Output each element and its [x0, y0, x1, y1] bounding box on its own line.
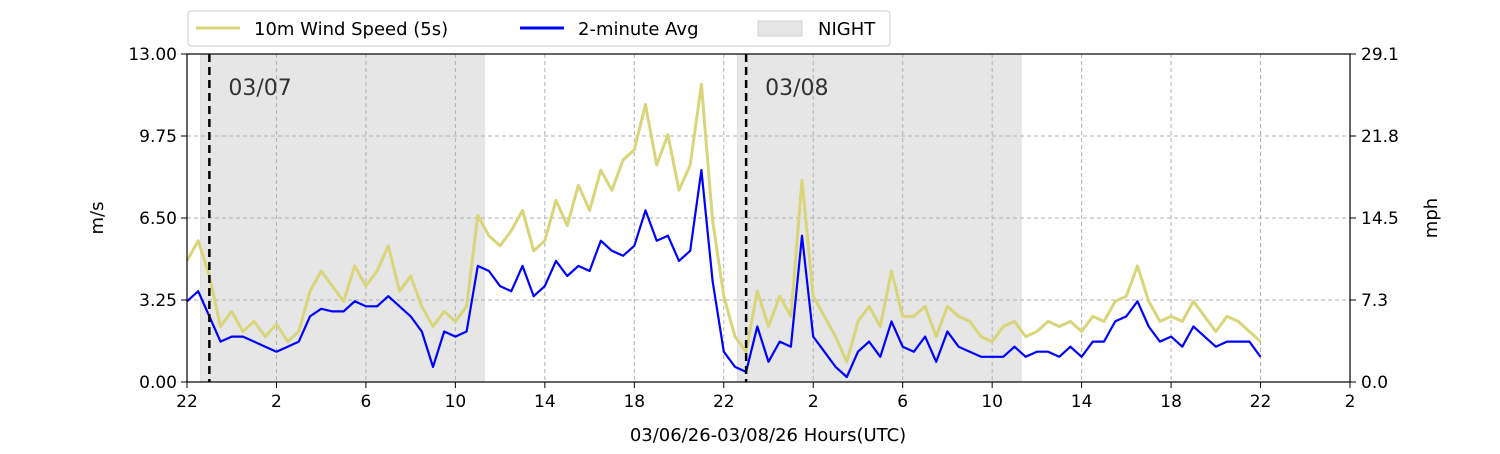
- series-layer: [185, 82, 1262, 379]
- series-line-wind-speed: [185, 82, 1262, 364]
- legend-night-label: NIGHT: [818, 19, 876, 40]
- y-axis-label-right: mph: [1421, 198, 1442, 238]
- series-line-2min-avg: [186, 169, 1262, 379]
- y-tick-label-left: 6.50: [139, 209, 177, 229]
- x-tick-label: 6: [361, 392, 372, 412]
- y-tick-label-left: 0.00: [139, 373, 177, 393]
- legend-wind-speed-label: 10m Wind Speed (5s): [254, 19, 448, 40]
- x-axis: 22 2 6 10 14 18 22 2 6 10 14 18 22 2: [176, 382, 1355, 412]
- x-tick-label: 2: [271, 392, 282, 412]
- x-tick-label: 2: [1345, 392, 1356, 412]
- x-tick-label: 22: [713, 392, 735, 412]
- x-tick-label: 6: [897, 392, 908, 412]
- y-tick-label-right: 21.8: [1361, 127, 1399, 147]
- y-tick-label-right: 0.0: [1361, 373, 1388, 393]
- y-tick-label-left: 9.75: [139, 127, 177, 147]
- y-tick-label-right: 14.5: [1361, 209, 1399, 229]
- day-label-1: 03/07: [228, 76, 291, 101]
- y-axis-right: 0.0 7.3 14.5 21.8 29.1: [1350, 45, 1399, 393]
- x-tick-label: 22: [176, 392, 198, 412]
- x-tick-label: 22: [1250, 392, 1272, 412]
- y-tick-label-left: 3.25: [139, 291, 177, 311]
- day-label-2: 03/08: [765, 76, 828, 101]
- y-axis-label-left: m/s: [87, 202, 108, 235]
- x-tick-label: 18: [1160, 392, 1182, 412]
- x-tick-label: 10: [981, 392, 1003, 412]
- y-tick-label-left: 13.00: [128, 45, 177, 65]
- x-tick-label: 14: [534, 392, 556, 412]
- day-marker-layer: 03/07 03/08: [208, 54, 829, 382]
- x-tick-label: 10: [445, 392, 467, 412]
- legend-avg-label: 2-minute Avg: [578, 19, 699, 40]
- x-tick-label: 2: [808, 392, 819, 412]
- y-tick-label-right: 7.3: [1361, 291, 1388, 311]
- y-axis-left: 0.00 3.25 6.50 9.75 13.00: [128, 45, 187, 393]
- y-tick-label-right: 29.1: [1361, 45, 1399, 65]
- x-tick-label: 18: [623, 392, 645, 412]
- legend: 10m Wind Speed (5s) 2-minute Avg NIGHT: [187, 10, 891, 47]
- legend-night-swatch: [757, 20, 803, 37]
- x-tick-label: 14: [1071, 392, 1093, 412]
- x-axis-label: 03/06/26-03/08/26 Hours(UTC): [630, 425, 906, 446]
